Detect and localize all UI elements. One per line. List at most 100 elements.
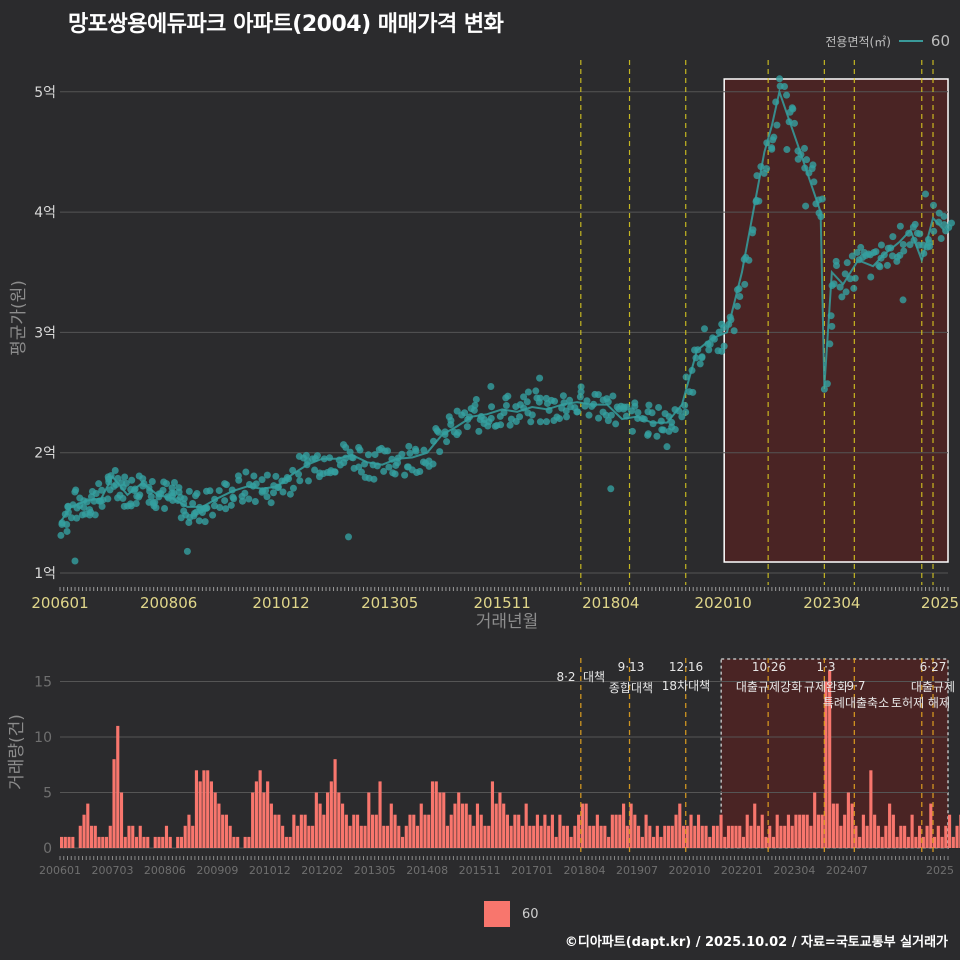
price-point [412,447,420,455]
volume-bar [146,836,150,848]
price-point [755,197,763,205]
price-point [715,328,723,336]
volume-bar [138,825,142,848]
price-point [947,219,955,227]
price-point [373,462,381,470]
volume-bar [198,781,202,848]
volume-bar [711,825,716,848]
price-point [648,409,656,417]
price-point [487,383,495,391]
volume-bar [681,825,686,848]
volume-bar [224,814,228,848]
volume-bar [326,792,330,848]
volume-x-tick: 202201 [721,864,763,877]
price-point [896,222,904,230]
volume-bar [745,814,749,848]
price-point [429,460,437,468]
volume-bar [524,803,528,848]
volume-bar [329,781,333,848]
volume-bar [344,814,348,848]
price-point [128,476,136,484]
price-point [227,501,235,509]
price-point [817,213,825,221]
volume-bar [408,814,412,848]
volume-bar [490,781,495,848]
price-point [342,443,350,451]
price-point [694,346,702,354]
price-point [827,312,835,320]
volume-bar [348,825,352,848]
price-point [436,448,444,456]
price-point [147,493,155,501]
price-point [665,413,673,421]
volume-bar [734,825,738,848]
price-point [730,327,738,335]
price-point [259,487,267,495]
volume-bar [936,825,940,848]
volume-bar [423,814,427,848]
volume-bar [337,792,341,848]
price-point [80,503,88,511]
price-point [170,489,178,497]
chart-title: 망포쌍용에듀파크 아파트(2004) 매매가격 변화 [68,12,504,37]
policy-label: 종합대책 [609,680,653,695]
price-point [880,251,888,259]
volume-bar [427,814,431,848]
price-point [72,486,80,494]
price-point [853,248,861,256]
volume-bar [760,814,764,848]
volume-bar [535,814,539,848]
footer-source: ©디아파트(dapt.kr) / 2025.10.02 / 자료=국토교통부 실… [564,935,948,950]
price-point [735,285,743,293]
price-point [929,201,937,209]
volume-bar [843,814,847,848]
price-point [773,121,781,129]
price-point [644,430,652,438]
price-point [185,487,193,495]
volume-bar [831,803,835,848]
volume-bar [648,825,652,848]
price-point [653,432,661,440]
price-point [836,283,844,291]
price-point [551,397,559,405]
price-point [140,480,148,488]
volume-bar [655,825,659,848]
price-point [357,468,365,476]
price-point [420,446,428,454]
price-point [803,156,811,164]
price-point [132,499,140,507]
volume-bar [367,792,371,848]
volume-bar [715,825,719,848]
volume-bar [753,803,757,848]
price-point [581,402,589,410]
price-point [682,408,690,416]
policy-label: 토허제 해제 [891,696,950,710]
volume-bar [63,836,67,848]
volume-bar [689,814,693,848]
price-point [313,452,321,460]
volume-bar [921,836,925,848]
volume-bar [899,825,903,848]
volume-x-tick: 202407 [826,864,868,877]
volume-bar [828,670,832,848]
volume-bar [254,781,258,848]
price-x-tick: 202010 [695,594,752,612]
price-point [391,470,399,478]
legend-bottom: 60 [484,901,539,927]
volume-bar [161,836,165,848]
price-point [267,499,275,507]
volume-bar [453,803,457,848]
price-point [453,407,461,415]
volume-bar [262,792,266,848]
price-point [401,471,409,479]
price-point [311,466,319,474]
price-point [122,479,130,487]
price-point [206,487,214,495]
price-point [434,428,442,436]
price-point [406,449,414,457]
volume-bar [232,836,236,848]
legend-bar-swatch [484,901,510,927]
price-point [302,451,310,459]
volume-bar [82,814,86,848]
price-point [73,514,81,522]
